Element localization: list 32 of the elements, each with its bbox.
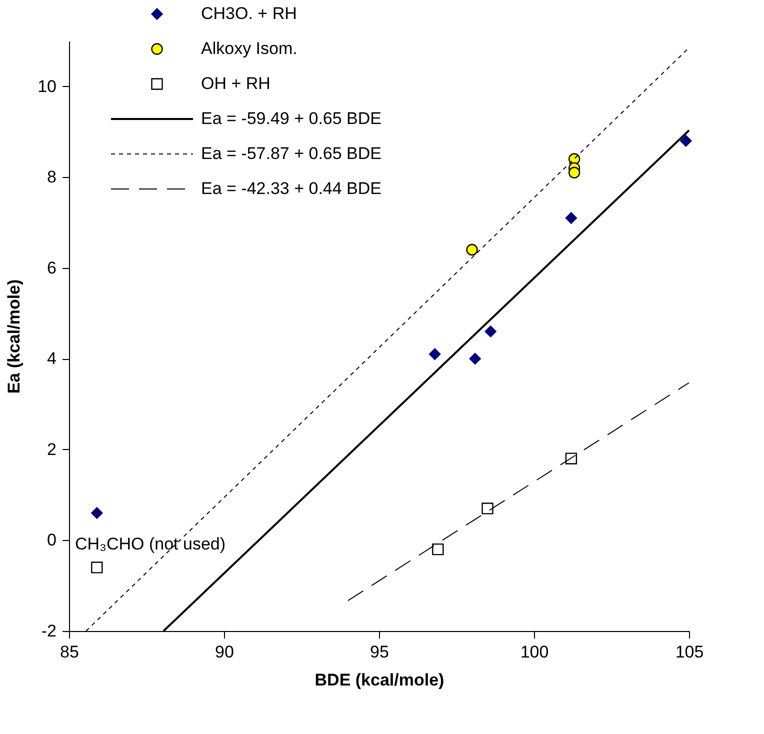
x-tick-label: 90 xyxy=(215,642,234,662)
point xyxy=(469,352,481,365)
legend-label: CH3O. + RH xyxy=(201,4,297,23)
x-tick-label: 85 xyxy=(60,642,79,662)
legend-label: Alkoxy Isom. xyxy=(201,39,298,58)
y-tick-label: 0 xyxy=(47,530,56,550)
y-tick-label: 10 xyxy=(38,76,56,96)
legend-label: Ea = -59.49 + 0.65 BDE xyxy=(201,109,382,128)
legend-label: OH + RH xyxy=(201,74,270,93)
point xyxy=(428,348,441,360)
x-axis-title: BDE (kcal/mole) xyxy=(314,670,444,690)
point xyxy=(466,244,478,256)
y-tick-label: 4 xyxy=(47,349,56,368)
y-tick-label: 6 xyxy=(47,258,56,278)
y-tick-label: -2 xyxy=(41,622,56,640)
legend-label: Ea = -42.33 + 0.44 BDE xyxy=(201,179,382,198)
y-axis-title: Ea (kcal/mole) xyxy=(4,279,24,394)
point xyxy=(91,507,103,519)
point xyxy=(568,166,580,178)
x-tick-label: 105 xyxy=(675,642,704,662)
legend-label: Ea = -57.87 + 0.65 BDE xyxy=(201,144,382,163)
x-tick-label: 100 xyxy=(520,642,549,662)
point xyxy=(482,502,494,514)
point xyxy=(91,562,103,574)
point xyxy=(484,326,496,338)
annotation: CH₃CHO (not used) xyxy=(75,534,226,554)
point xyxy=(680,135,692,147)
point xyxy=(565,212,578,224)
y-tick-label: 8 xyxy=(47,168,56,187)
x-tick-label: 95 xyxy=(370,642,389,662)
point xyxy=(432,543,444,556)
y-tick-label: 2 xyxy=(47,440,56,459)
